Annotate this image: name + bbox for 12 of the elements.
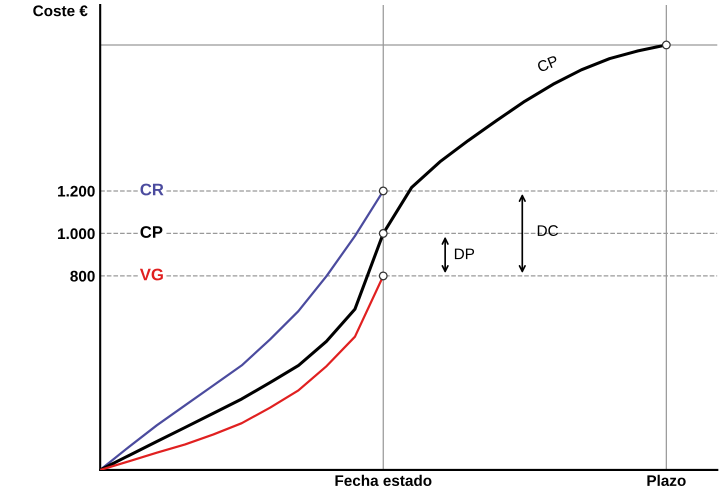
text: CP: [536, 55, 559, 72]
y-tick-label: 1.000: [58, 228, 95, 240]
y-tick-label: 800: [70, 270, 95, 282]
annotation: CP: [140, 226, 162, 238]
annotation: DP: [454, 248, 474, 260]
x-tick-label: Fecha estado: [335, 474, 432, 486]
x-tick-label: Plazo: [647, 474, 686, 486]
y-tick-label: 1.200: [58, 186, 95, 197]
text: CR: [140, 184, 164, 196]
y-axis-title: Coste €: [33, 5, 88, 16]
annotation: DC: [538, 225, 558, 236]
text: VG: [140, 268, 163, 280]
